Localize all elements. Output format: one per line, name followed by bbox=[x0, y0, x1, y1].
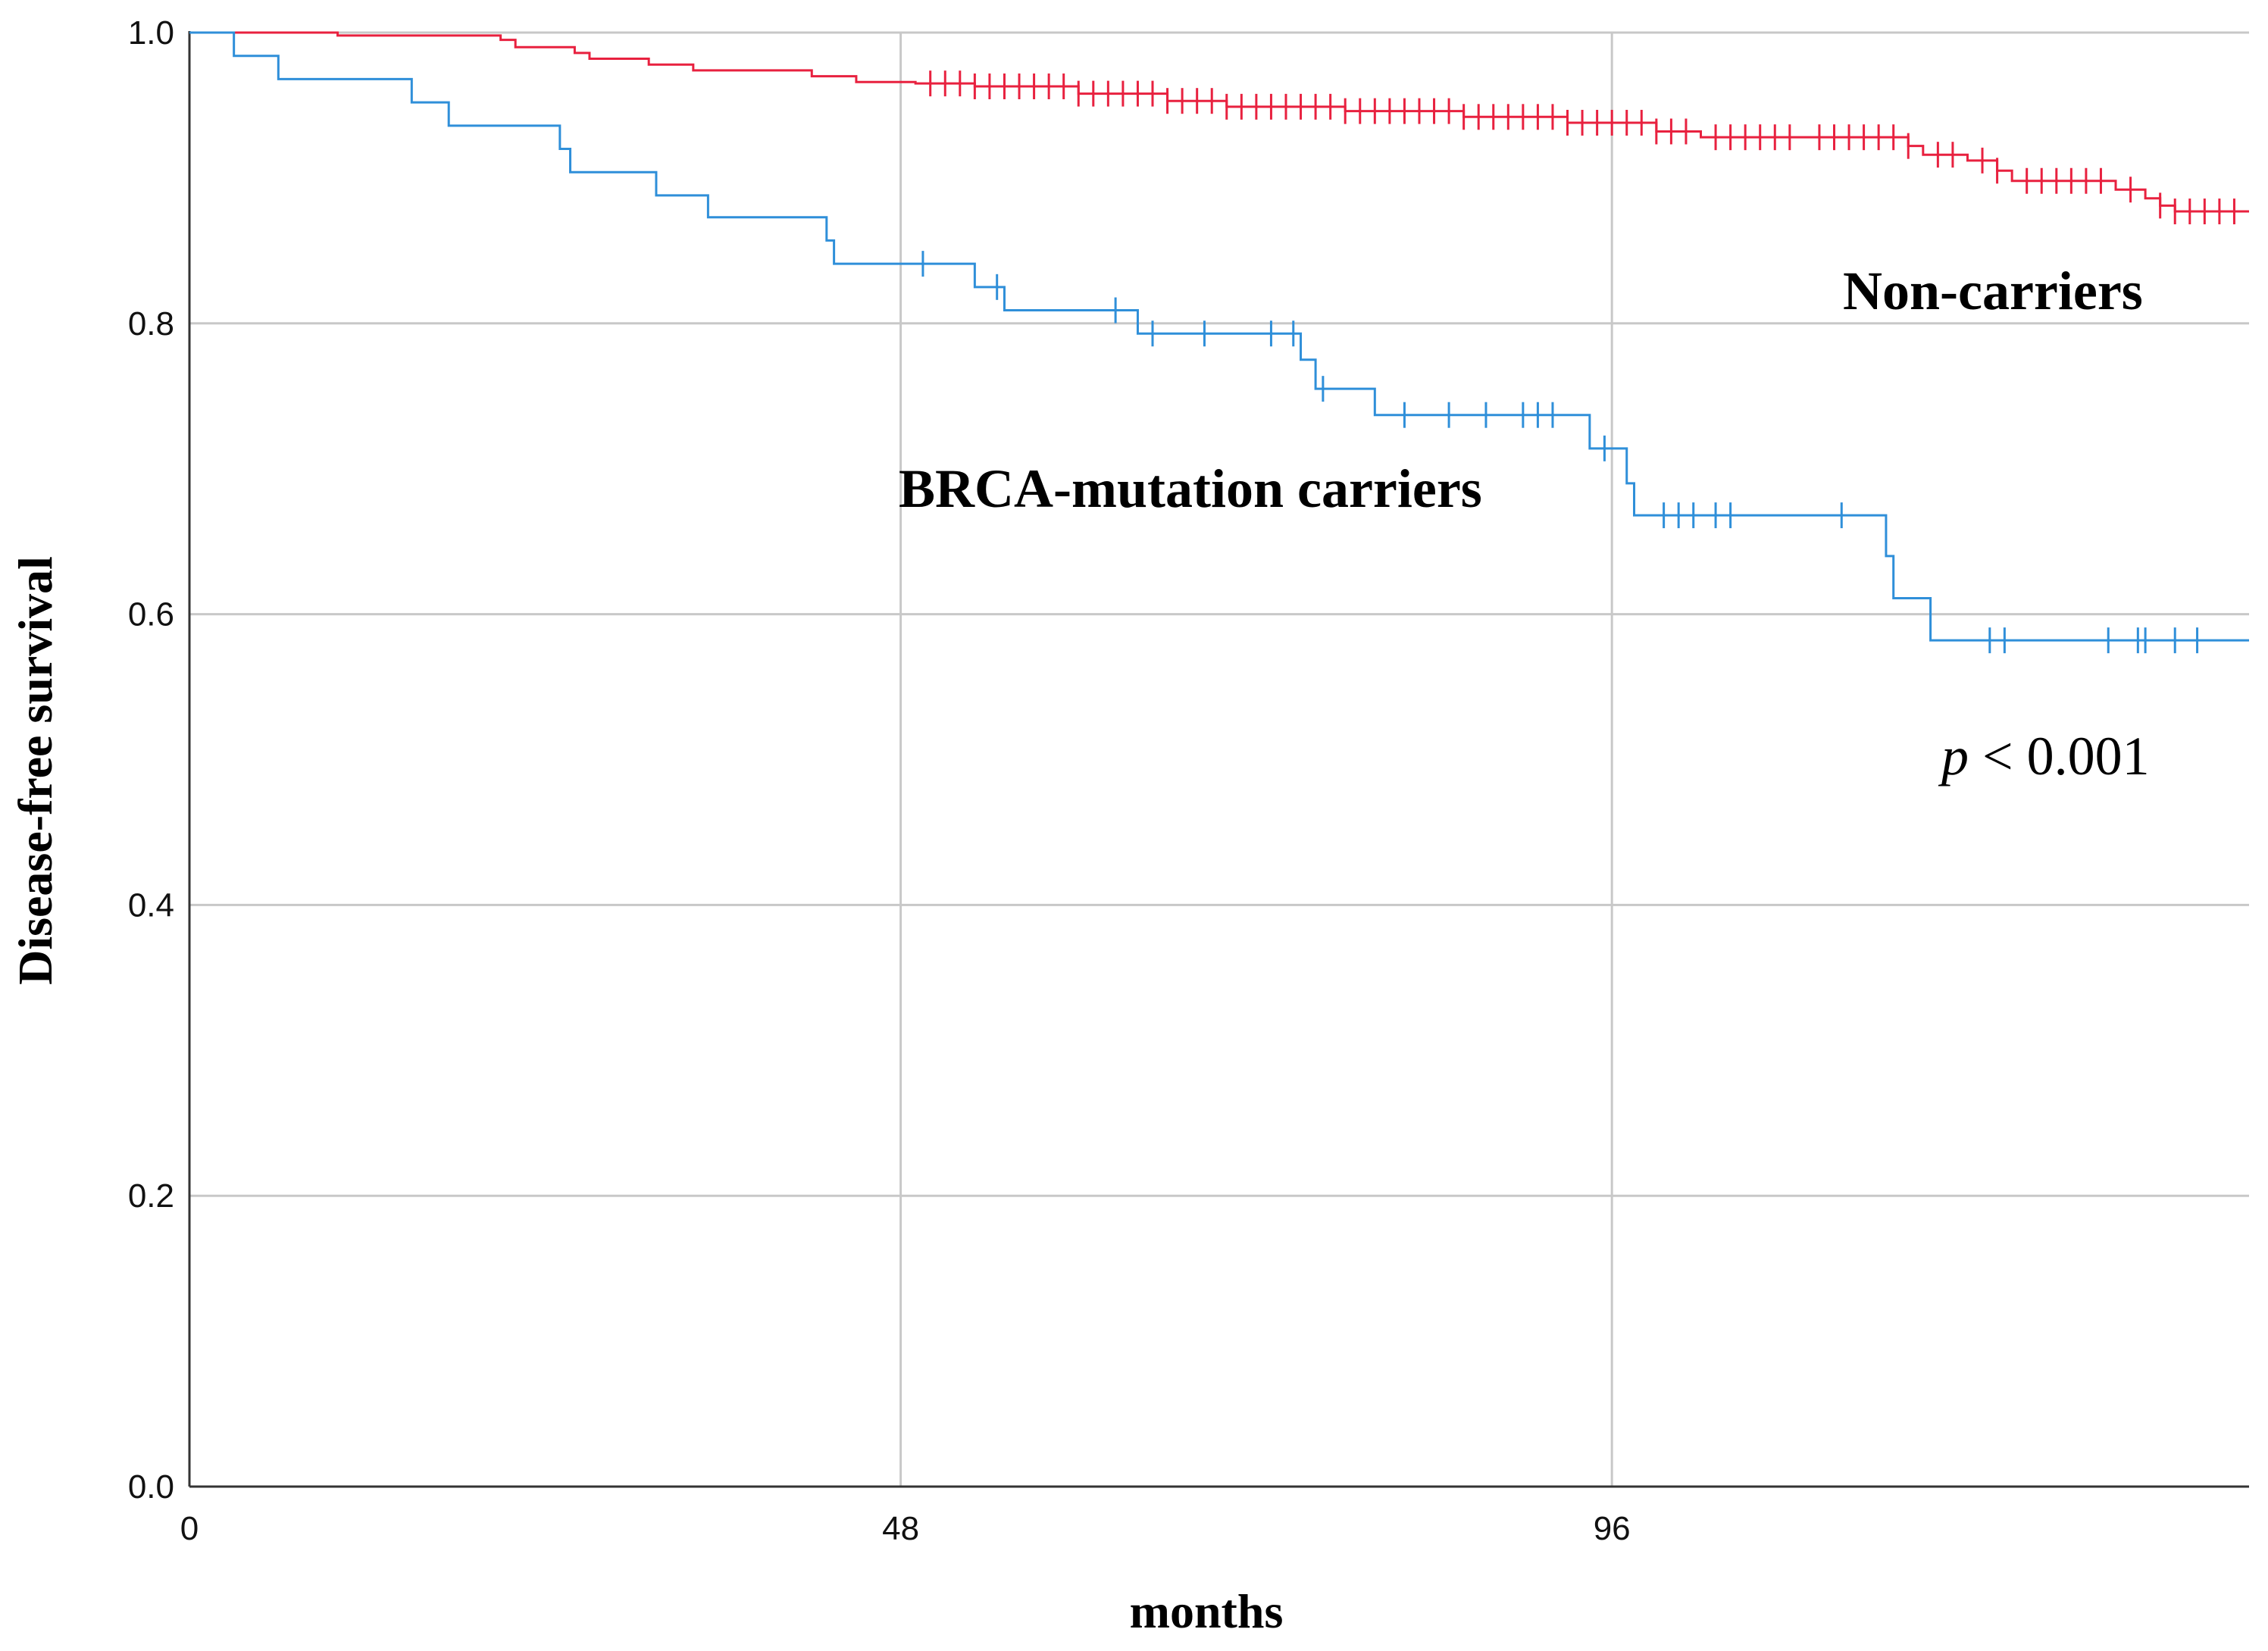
tick-labels: 0.0 0.2 0.4 0.6 0.8 1.0 0 48 96 bbox=[128, 14, 1631, 1547]
y-tick-label: 0.0 bbox=[128, 1468, 174, 1506]
p-value: < 0.001 bbox=[1969, 726, 2150, 786]
p-value-annotation: p < 0.001 bbox=[1938, 726, 2150, 786]
y-tick-label: 0.2 bbox=[128, 1177, 174, 1215]
x-tick-label: 96 bbox=[1594, 1510, 1631, 1547]
grid-lines bbox=[189, 31, 2249, 1487]
axes bbox=[188, 31, 2249, 1488]
survival-curves bbox=[189, 31, 2249, 654]
brca-carriers-label: BRCA-mutation carriers bbox=[899, 458, 1482, 519]
non-carriers-label: Non-carriers bbox=[1843, 261, 2143, 321]
y-tick-label: 0.4 bbox=[128, 886, 174, 924]
y-axis-label: Disease-free survival bbox=[8, 556, 62, 985]
y-tick-label: 0.8 bbox=[128, 305, 174, 342]
x-axis-label: months bbox=[1130, 1584, 1284, 1638]
x-tick-label: 48 bbox=[882, 1510, 919, 1547]
y-tick-label: 1.0 bbox=[128, 14, 174, 52]
y-tick-label: 0.6 bbox=[128, 596, 174, 633]
x-tick-label: 0 bbox=[180, 1510, 199, 1547]
brca-carriers-curve bbox=[189, 31, 2249, 642]
p-symbol: p bbox=[1938, 726, 1969, 786]
